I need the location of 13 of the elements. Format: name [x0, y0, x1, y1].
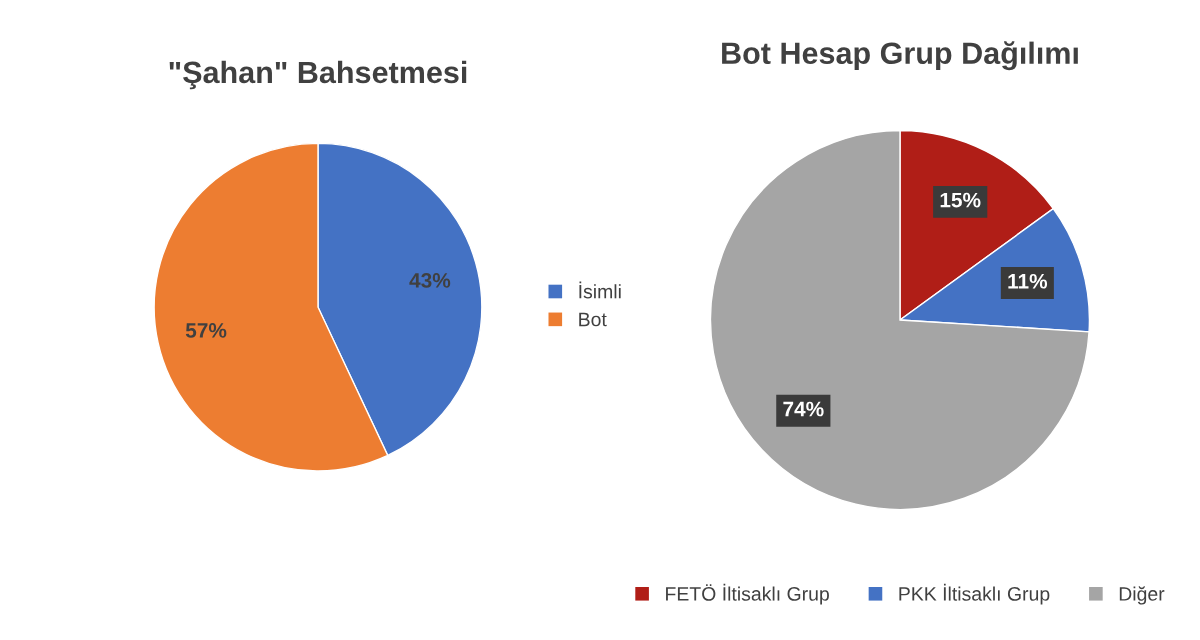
legend-label: Diğer	[1119, 586, 1165, 605]
data-label: 74%	[783, 401, 824, 417]
pie-slice	[709, 129, 1090, 511]
data-label: 57%	[185, 323, 227, 338]
data-label: 15%	[940, 192, 981, 208]
legend-label: PKK İltisaklı Grup	[899, 583, 1050, 605]
legend-label: FETÖ İltisaklı Grup	[666, 583, 829, 605]
legend-label: Bot	[579, 312, 607, 327]
data-label: 43%	[409, 273, 451, 288]
data-label: 11%	[1008, 273, 1048, 289]
legend-label: İsimli	[579, 281, 621, 299]
chart-title: "Şahan" Bahsetmesi	[169, 60, 467, 90]
chart-title: Bot Hesap Grup Dağılımı	[722, 41, 1078, 71]
